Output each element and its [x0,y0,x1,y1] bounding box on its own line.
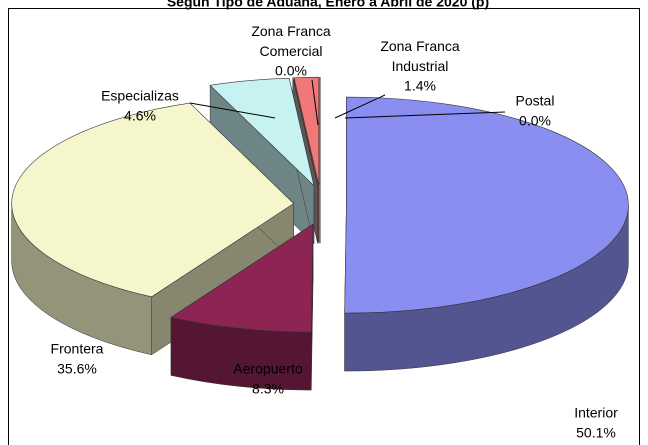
leader-line [311,79,319,126]
slice [170,223,314,391]
slice-label: Especializas [101,88,179,104]
slice-top [292,77,318,186]
leader-line [334,94,386,119]
slice-top [11,102,295,298]
slice-top [170,223,314,333]
slice-top [293,76,320,186]
label-line: Comercial [259,43,322,59]
value-label: 35.6% [57,361,97,377]
label-line: Zona Franca [251,23,331,39]
slice [344,96,629,372]
slice-label: Postal [516,93,555,109]
slice-label: Interior [574,405,618,421]
leader-line [344,111,506,119]
label-line: Industrial [392,58,449,74]
slice-top [209,77,315,187]
value-label: 0.0% [519,113,551,129]
slice-label: Frontera [51,341,104,357]
slice-label: Zona Franca Comercial [251,23,331,59]
value-label: 1.4% [404,78,436,94]
leader-line [189,102,276,119]
value-label: 0.0% [275,63,307,79]
label-line: Zona Franca [380,38,460,54]
slice-top [344,96,629,314]
value-label: 50.1% [576,425,616,441]
value-label: 8.3% [252,381,284,397]
chart-title: Según Tipo de Aduana, Enero a Abril de 2… [167,0,489,10]
slice-label: Zona Franca Industrial [380,38,460,74]
slice-label: Aeropuerto [233,361,302,377]
value-label: 4.6% [124,108,156,124]
